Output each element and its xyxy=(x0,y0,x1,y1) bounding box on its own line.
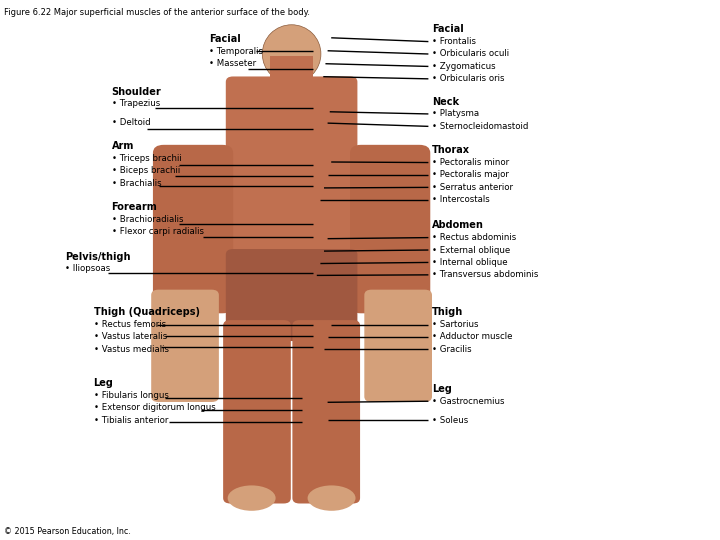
Ellipse shape xyxy=(228,485,276,511)
Ellipse shape xyxy=(262,25,321,83)
Text: • Brachioradialis: • Brachioradialis xyxy=(112,215,183,224)
Text: • Extensor digitorum longus: • Extensor digitorum longus xyxy=(94,403,215,412)
Text: • Intercostals: • Intercostals xyxy=(432,195,490,204)
Text: • Serratus anterior: • Serratus anterior xyxy=(432,183,513,192)
Text: Leg: Leg xyxy=(432,384,452,394)
Text: Shoulder: Shoulder xyxy=(112,87,161,97)
Text: • Masseter: • Masseter xyxy=(209,59,256,68)
Text: • Platysma: • Platysma xyxy=(432,110,479,118)
Text: • Trapezius: • Trapezius xyxy=(112,99,160,108)
FancyBboxPatch shape xyxy=(292,320,360,503)
Text: • Tibialis anterior: • Tibialis anterior xyxy=(94,416,168,424)
Text: © 2015 Pearson Education, Inc.: © 2015 Pearson Education, Inc. xyxy=(4,526,130,536)
Text: • Orbicularis oculi: • Orbicularis oculi xyxy=(432,50,509,58)
Text: • Rectus femoris: • Rectus femoris xyxy=(94,320,166,329)
Text: Arm: Arm xyxy=(112,141,134,151)
Text: • Soleus: • Soleus xyxy=(432,416,468,424)
Text: • Flexor carpi radialis: • Flexor carpi radialis xyxy=(112,227,204,236)
Bar xyxy=(270,57,313,94)
Text: • Sartorius: • Sartorius xyxy=(432,320,479,329)
Text: • Deltoid: • Deltoid xyxy=(112,118,150,127)
Text: • Vastus medialis: • Vastus medialis xyxy=(94,345,168,354)
Text: • Internal oblique: • Internal oblique xyxy=(432,258,508,267)
Text: • Triceps brachii: • Triceps brachii xyxy=(112,154,181,163)
Text: Facial: Facial xyxy=(209,34,240,44)
Text: • Transversus abdominis: • Transversus abdominis xyxy=(432,271,539,279)
FancyBboxPatch shape xyxy=(226,77,357,270)
Text: Abdomen: Abdomen xyxy=(432,220,484,230)
Text: • Orbicularis oris: • Orbicularis oris xyxy=(432,75,505,83)
Text: • Brachialis: • Brachialis xyxy=(112,179,161,187)
Text: Neck: Neck xyxy=(432,97,459,106)
Text: • Fibularis longus: • Fibularis longus xyxy=(94,391,168,400)
Text: Thigh (Quadriceps): Thigh (Quadriceps) xyxy=(94,307,199,317)
Text: • Pectoralis major: • Pectoralis major xyxy=(432,171,509,179)
FancyBboxPatch shape xyxy=(153,145,233,313)
Text: • Temporalis: • Temporalis xyxy=(209,47,263,56)
Text: • Gracilis: • Gracilis xyxy=(432,345,472,354)
Text: Facial: Facial xyxy=(432,24,464,34)
Text: • Vastus lateralis: • Vastus lateralis xyxy=(94,333,167,341)
Ellipse shape xyxy=(307,485,356,511)
Text: • Rectus abdominis: • Rectus abdominis xyxy=(432,233,516,242)
FancyBboxPatch shape xyxy=(350,145,431,313)
FancyBboxPatch shape xyxy=(223,320,291,503)
FancyBboxPatch shape xyxy=(151,289,219,402)
Text: • Iliopsoas: • Iliopsoas xyxy=(65,265,110,273)
Text: Leg: Leg xyxy=(94,378,114,388)
Text: • Pectoralis minor: • Pectoralis minor xyxy=(432,158,509,167)
FancyBboxPatch shape xyxy=(226,249,357,341)
Text: • Gastrocnemius: • Gastrocnemius xyxy=(432,397,505,406)
FancyBboxPatch shape xyxy=(364,289,432,402)
Text: Figure 6.22 Major superficial muscles of the anterior surface of the body.: Figure 6.22 Major superficial muscles of… xyxy=(4,8,310,17)
Text: Pelvis/thigh: Pelvis/thigh xyxy=(65,252,130,261)
Text: • Sternocleidomastoid: • Sternocleidomastoid xyxy=(432,122,528,131)
Text: Forearm: Forearm xyxy=(112,202,158,212)
Text: Thorax: Thorax xyxy=(432,145,470,155)
Text: • Frontalis: • Frontalis xyxy=(432,37,476,46)
Text: • Zygomaticus: • Zygomaticus xyxy=(432,62,495,71)
Text: • Biceps brachii: • Biceps brachii xyxy=(112,166,180,175)
Text: • External oblique: • External oblique xyxy=(432,246,510,254)
Text: Thigh: Thigh xyxy=(432,307,463,317)
Text: • Adductor muscle: • Adductor muscle xyxy=(432,333,513,341)
